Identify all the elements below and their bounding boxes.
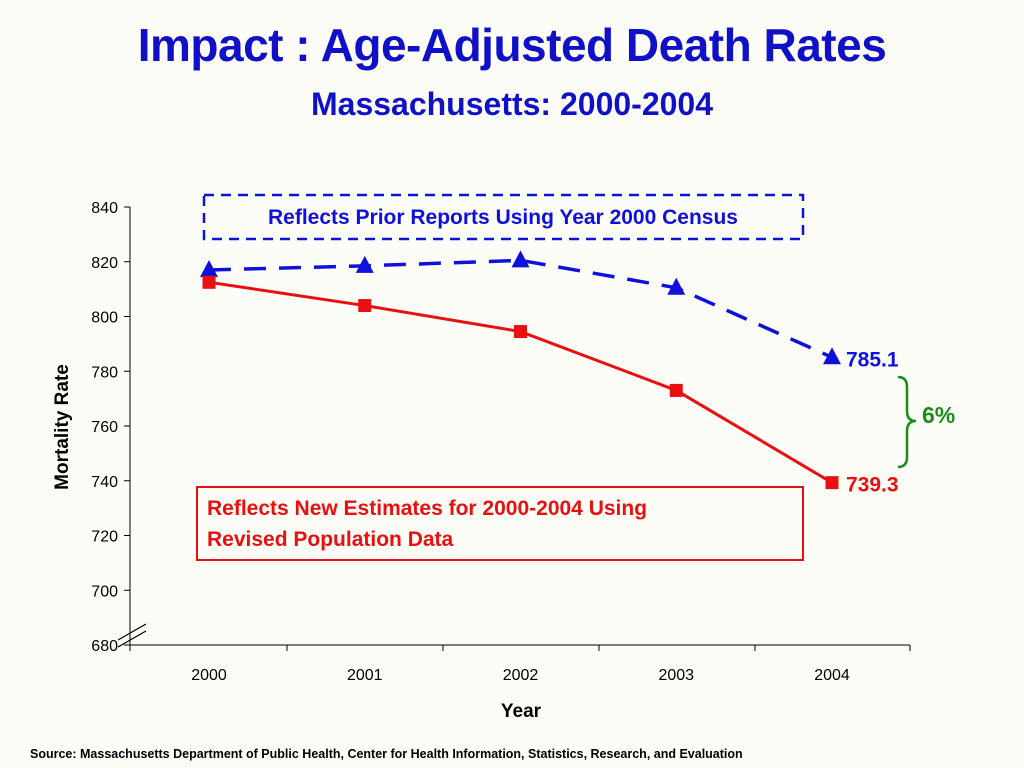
chart-subtitle: Massachusetts: 2000-2004 bbox=[310, 86, 713, 122]
difference-label: 6% bbox=[922, 402, 955, 428]
new-callout: Reflects New Estimates for 2000-2004 Usi… bbox=[196, 486, 804, 561]
prior-point-marker bbox=[355, 255, 374, 273]
prior-point-marker bbox=[667, 277, 686, 295]
y-tick-label: 760 bbox=[91, 419, 118, 436]
new-point-marker bbox=[202, 275, 216, 289]
prior-callout: Reflects Prior Reports Using Year 2000 C… bbox=[202, 193, 805, 241]
difference-annotation: 6% bbox=[897, 375, 955, 469]
new-callout-line-2: Revised Population Data bbox=[207, 528, 454, 551]
series-layer: 785.1 739.3 bbox=[200, 250, 899, 497]
y-tick-label: 780 bbox=[91, 364, 118, 381]
x-axis: 2000 2001 2002 2003 2004 bbox=[129, 644, 911, 684]
y-ticks: 680 700 720 740 760 780 800 820 840 bbox=[91, 200, 130, 655]
new-series-line bbox=[208, 280, 833, 484]
y-tick-label: 700 bbox=[91, 583, 118, 600]
prior-point-marker bbox=[823, 347, 841, 365]
y-tick-label: 720 bbox=[91, 529, 118, 546]
x-tick-label: 2003 bbox=[658, 667, 694, 684]
y-tick-label: 740 bbox=[91, 474, 118, 491]
x-ticks: 2000 2001 2002 2003 2004 bbox=[129, 645, 911, 684]
x-axis-title: Year bbox=[501, 701, 542, 722]
x-tick-label: 2000 bbox=[191, 667, 227, 684]
axis-break-marker bbox=[117, 623, 147, 648]
new-callout-line-1: Reflects New Estimates for 2000-2004 Usi… bbox=[207, 497, 647, 520]
new-point-marker bbox=[358, 299, 372, 313]
new-callout-box bbox=[196, 486, 804, 561]
y-tick-label: 820 bbox=[91, 255, 118, 272]
prior-callout-box bbox=[202, 193, 805, 241]
new-point-marker bbox=[669, 383, 683, 397]
source-note: Source: Massachusetts Department of Publ… bbox=[30, 747, 743, 761]
x-tick-label: 2002 bbox=[503, 667, 539, 684]
y-axis-title: Mortality Rate bbox=[52, 364, 73, 490]
y-tick-label: 680 bbox=[91, 638, 118, 655]
prior-callout-text: Reflects Prior Reports Using Year 2000 C… bbox=[268, 206, 738, 229]
difference-brace bbox=[897, 375, 917, 469]
y-tick-label: 800 bbox=[91, 310, 118, 327]
prior-end-value-label: 785.1 bbox=[846, 348, 899, 371]
prior-point-marker bbox=[200, 259, 218, 277]
y-axis: 680 700 720 740 760 780 800 820 840 bbox=[91, 200, 147, 655]
y-tick-label: 840 bbox=[91, 200, 118, 217]
x-tick-label: 2004 bbox=[814, 667, 850, 684]
x-tick-label: 2001 bbox=[347, 667, 383, 684]
prior-point-marker bbox=[511, 250, 530, 268]
chart-title: Impact : Age-Adjusted Death Rates bbox=[137, 19, 887, 71]
new-end-value-label: 739.3 bbox=[846, 474, 899, 497]
prior-series-line bbox=[208, 258, 833, 359]
new-point-marker bbox=[825, 476, 839, 490]
new-point-marker bbox=[514, 325, 527, 339]
